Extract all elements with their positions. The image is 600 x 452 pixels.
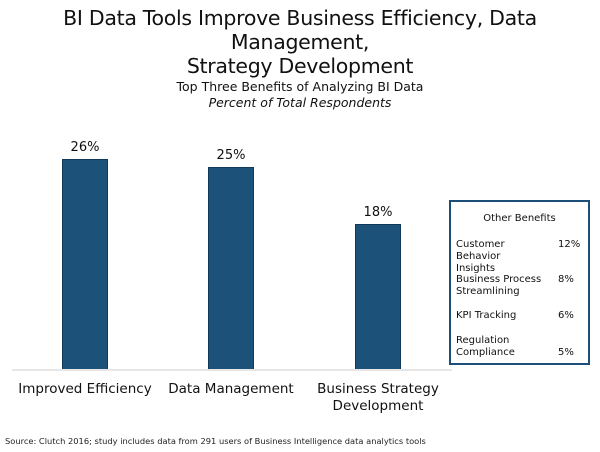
page-title: BI Data Tools Improve Business Efficienc… [0, 6, 600, 78]
benefit-name-line-2: Streamlining [456, 286, 520, 297]
bar-value-label: 18% [363, 204, 393, 220]
bar-improved-efficiency [62, 159, 108, 370]
bar-value-label: 26% [70, 140, 100, 155]
chart-title-text: Top Three Benefits of Analyzing BI Data [176, 79, 424, 94]
benefit-name: Business Process Streamlining [456, 274, 546, 298]
category-label-data-management: Data Management [168, 381, 294, 397]
benefit-value: 8% [558, 274, 574, 285]
title-line-1: BI Data Tools Improve Business Efficienc… [63, 6, 537, 54]
category-label-line-1: Business Strategy [317, 381, 439, 397]
category-label-improved-efficiency: Improved Efficiency [18, 381, 152, 397]
benefit-value: 6% [558, 310, 574, 321]
benefit-name-line-1: KPI Tracking [456, 310, 517, 321]
category-label-line-2: Development [332, 398, 424, 414]
benefit-name-line-2: Compliance [456, 347, 515, 358]
title-line-2: Strategy Development [186, 54, 414, 78]
benefit-name-line-1: Customer Behavior [456, 239, 505, 262]
bar-data-management [208, 167, 254, 370]
other-benefits-box: Other Benefits Customer Behavior Insight… [449, 200, 590, 365]
bar-business-strategy [355, 223, 401, 370]
benefit-name: Regulation Compliance [456, 335, 546, 359]
benefit-name-line-1: Business Process [456, 274, 542, 285]
source-note: Source: Clutch 2016; study includes data… [5, 436, 426, 446]
benefit-name: Customer Behavior Insights [456, 239, 546, 275]
benefit-name: KPI Tracking [456, 310, 546, 322]
benefit-name-line-2: Insights [456, 263, 496, 274]
chart-subtitle: Percent of Total Respondents [208, 95, 392, 110]
other-benefits-title: Other Benefits [483, 213, 556, 224]
chart-title: Top Three Benefits of Analyzing BI Data … [0, 79, 600, 111]
x-axis-line [12, 369, 452, 371]
benefit-value: 12% [558, 239, 581, 250]
category-label-business-strategy: Business Strategy Development [303, 381, 453, 415]
bar-value-label: 25% [216, 148, 246, 164]
benefit-name-line-1: Regulation [456, 335, 510, 346]
benefit-value: 5% [558, 347, 574, 358]
